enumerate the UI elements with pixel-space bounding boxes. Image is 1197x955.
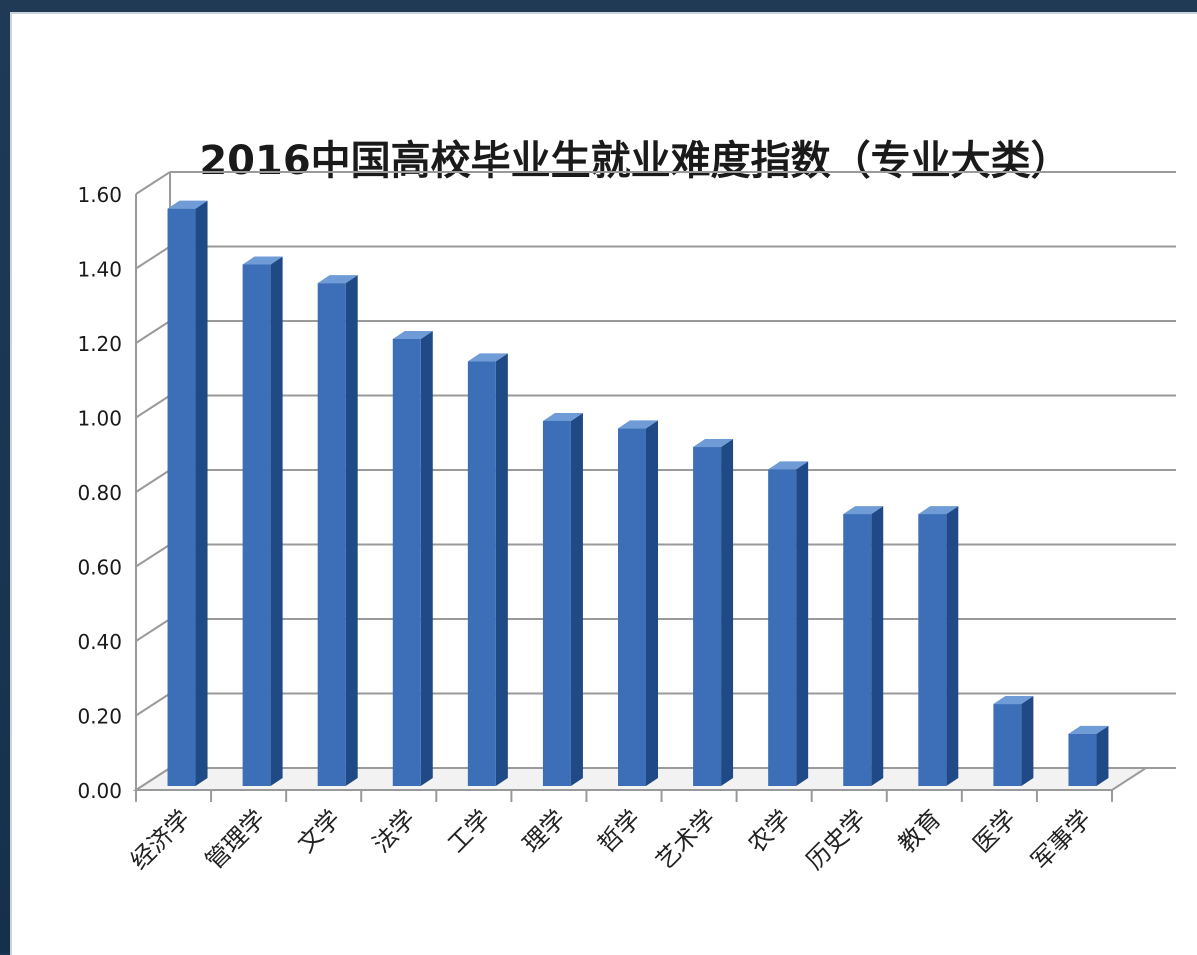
gridline-side xyxy=(135,171,171,195)
gridline-side xyxy=(135,692,171,717)
bar xyxy=(918,514,947,786)
bar xyxy=(317,283,346,786)
bar-top xyxy=(392,331,433,339)
bar xyxy=(618,428,646,786)
bar xyxy=(542,420,571,786)
bar-side xyxy=(195,200,208,786)
bar xyxy=(993,704,1022,786)
y-tick-label: 0.80 xyxy=(77,481,122,505)
bar-side xyxy=(1096,725,1109,786)
chart-title: 2016中国高校毕业生就业难度指数（专业大类） xyxy=(199,138,1070,184)
bar-top xyxy=(467,353,508,362)
y-tick-label: 0.00 xyxy=(77,779,122,803)
x-tick-label: 医学 xyxy=(968,804,1022,858)
x-tick-label: 教育 xyxy=(893,804,947,858)
bar-side xyxy=(796,461,809,786)
bar xyxy=(167,208,196,786)
bar-top xyxy=(1068,725,1109,734)
gridline-side xyxy=(135,543,171,568)
bar-side xyxy=(495,353,508,786)
y-tick-label: 1.20 xyxy=(77,332,122,356)
y-tick-label: 1.40 xyxy=(77,258,122,282)
bar-side xyxy=(570,412,583,786)
x-tick-label: 经济学 xyxy=(125,804,196,875)
bar-side xyxy=(721,439,734,786)
bar xyxy=(242,264,271,786)
bar-top xyxy=(993,696,1034,705)
x-tick-label: 法学 xyxy=(367,804,421,858)
plot-area: 0.00 0.20 0.40 0.60 0.80 1.00 1.20 1.40 1.60 经济学管… xyxy=(77,171,1176,875)
x-tick-label: 艺术学 xyxy=(651,804,722,875)
chart-card: 2016中国高校毕业生就业难度指数（专业大类） 0.00 0.20 0.40 0.60… xyxy=(10,12,1197,955)
bar xyxy=(1068,733,1097,786)
x-tick-label: 管理学 xyxy=(200,804,271,875)
y-tick-label: 0.40 xyxy=(77,630,122,654)
bar-side xyxy=(345,275,358,786)
bar-top xyxy=(693,439,734,448)
bar-top xyxy=(843,506,884,515)
bar-side xyxy=(646,420,658,786)
gridline-side xyxy=(135,469,171,493)
x-tick-label: 工学 xyxy=(442,804,496,858)
bar-side xyxy=(946,506,959,786)
bar-top xyxy=(542,412,583,421)
bar xyxy=(467,361,496,786)
x-tick-label: 历史学 xyxy=(801,804,872,875)
bar-top xyxy=(317,275,358,284)
bar-side xyxy=(420,331,433,786)
x-tick-label: 军事学 xyxy=(1026,804,1097,875)
y-tick-label: 0.60 xyxy=(77,556,122,580)
y-tick-label: 1.60 xyxy=(77,183,122,207)
bar xyxy=(693,447,722,786)
bar-top xyxy=(918,506,959,515)
gridline-side xyxy=(135,320,171,344)
bar xyxy=(843,514,872,786)
bar-top xyxy=(618,420,658,429)
x-tick-label: 文学 xyxy=(292,804,346,858)
bar-side xyxy=(871,506,884,786)
x-tick-label: 农学 xyxy=(743,804,797,858)
bar-top xyxy=(242,256,283,265)
bar-side xyxy=(270,256,283,786)
bar xyxy=(392,339,421,786)
bar-side xyxy=(1021,696,1034,786)
gridline-side xyxy=(135,618,171,642)
bar-top xyxy=(768,461,809,470)
bar xyxy=(768,469,797,786)
bar-top xyxy=(167,200,208,209)
gridline-side xyxy=(135,245,171,270)
y-tick-label: 0.20 xyxy=(77,705,122,729)
gridline-side xyxy=(135,394,171,419)
x-tick-label: 理学 xyxy=(517,804,571,858)
y-tick-label: 1.00 xyxy=(77,407,122,431)
x-tick-label: 哲学 xyxy=(593,804,647,858)
bar-chart: 2016中国高校毕业生就业难度指数（专业大类） 0.00 0.20 0.40 0.60… xyxy=(77,138,1176,875)
